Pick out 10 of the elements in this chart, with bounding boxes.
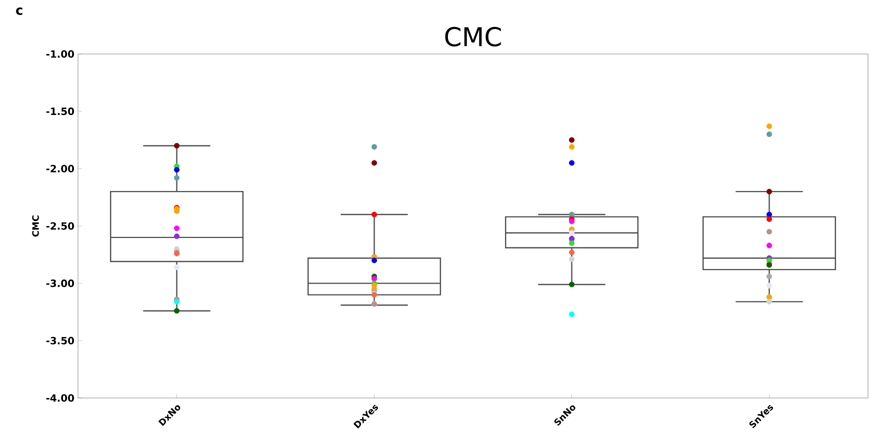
y-tick-label: -1.00 (46, 50, 74, 58)
y-tick-label: -3.00 (46, 280, 74, 288)
y-tick-label: -1.50 (46, 108, 74, 116)
y-axis-title: CMC (32, 216, 39, 237)
y-tick-label: -2.00 (46, 164, 74, 172)
y-tick-label: -4.00 (46, 394, 74, 402)
y-tick-label: -2.50 (46, 222, 74, 230)
chart-title: CMC (445, 26, 501, 46)
y-tick-label: -3.50 (46, 336, 74, 344)
text: c (16, 8, 22, 15)
